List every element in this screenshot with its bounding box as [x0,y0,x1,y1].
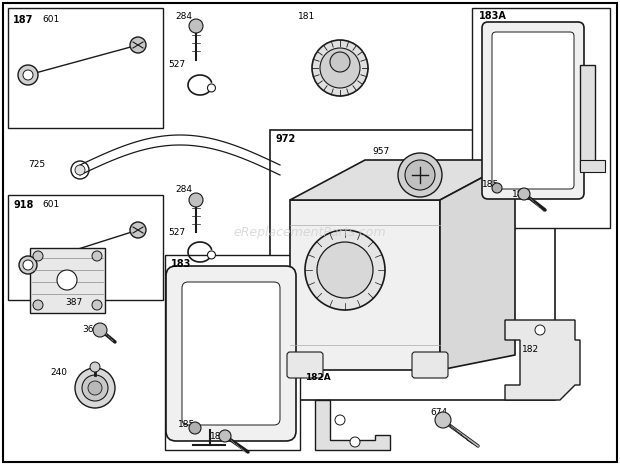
Circle shape [92,251,102,261]
Circle shape [435,412,451,428]
Bar [8,8,163,128]
Circle shape [130,222,146,238]
Text: 674: 674 [430,408,447,417]
Polygon shape [580,65,595,170]
Text: 183A: 183A [479,11,507,21]
FancyBboxPatch shape [482,22,584,199]
Text: 182: 182 [522,345,539,354]
Circle shape [405,160,435,190]
Circle shape [312,40,368,96]
Polygon shape [505,320,580,400]
Circle shape [350,437,360,447]
Text: 387: 387 [65,298,82,307]
Text: 185: 185 [178,420,195,429]
Circle shape [75,165,85,175]
Polygon shape [440,160,515,370]
Circle shape [23,260,33,270]
Text: 185: 185 [482,180,499,189]
Circle shape [518,188,530,200]
Circle shape [189,19,203,33]
Text: 527: 527 [168,60,185,69]
FancyBboxPatch shape [182,282,280,425]
Bar [472,8,610,228]
Bar [8,195,163,300]
Text: 601: 601 [42,200,60,209]
FancyBboxPatch shape [412,352,448,378]
FancyBboxPatch shape [166,266,296,441]
Bar [270,130,555,400]
FancyBboxPatch shape [287,352,323,378]
Text: 184: 184 [210,432,227,441]
Text: 187: 187 [13,15,33,25]
Text: 972: 972 [276,134,296,144]
Text: 284: 284 [175,12,192,21]
Text: 284: 284 [175,185,192,194]
Text: 527: 527 [168,228,185,237]
Text: 957: 957 [372,147,389,156]
Circle shape [189,422,201,434]
Text: 918: 918 [13,200,33,210]
Circle shape [305,230,385,310]
Circle shape [130,37,146,53]
Circle shape [33,300,43,310]
FancyBboxPatch shape [492,32,574,189]
Text: 184: 184 [512,190,529,199]
Text: 240: 240 [50,368,67,377]
Bar [580,160,605,172]
Circle shape [335,415,345,425]
Circle shape [535,325,545,335]
Circle shape [320,48,360,88]
Text: 601: 601 [42,15,60,24]
Circle shape [208,84,216,92]
Polygon shape [290,160,515,200]
Circle shape [23,70,33,80]
Bar [165,255,300,450]
Circle shape [88,381,102,395]
Circle shape [93,323,107,337]
Circle shape [330,52,350,72]
Polygon shape [315,400,390,450]
Circle shape [92,300,102,310]
Text: 367: 367 [82,325,99,334]
Circle shape [18,65,38,85]
Circle shape [33,251,43,261]
Text: 182A: 182A [305,373,330,382]
Circle shape [189,193,203,207]
Circle shape [398,153,442,197]
Text: 183: 183 [171,259,192,269]
Circle shape [19,256,37,274]
Circle shape [219,430,231,442]
Circle shape [317,242,373,298]
Bar [30,248,105,313]
Circle shape [75,368,115,408]
Circle shape [57,270,77,290]
Text: 181: 181 [298,12,315,21]
Circle shape [90,362,100,372]
Text: eReplacementParts.com: eReplacementParts.com [234,226,386,239]
Circle shape [492,183,502,193]
Circle shape [71,161,89,179]
Polygon shape [290,200,440,370]
Circle shape [208,251,216,259]
Circle shape [82,375,108,401]
Text: 725: 725 [28,160,45,169]
